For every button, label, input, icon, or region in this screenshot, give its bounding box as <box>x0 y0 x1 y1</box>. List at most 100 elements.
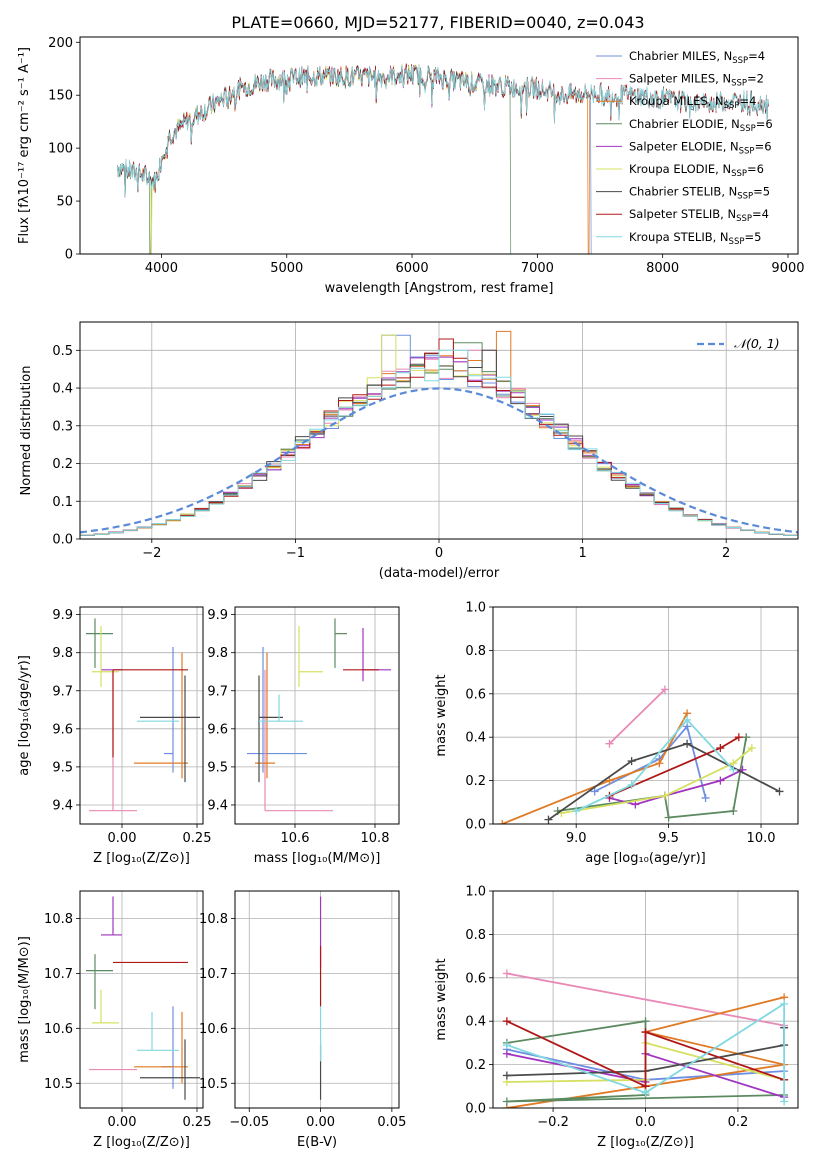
y-tick-label: 9.7 <box>52 684 73 699</box>
y-axis-label: Normed distribution <box>19 366 34 496</box>
y-tick-label: 10.7 <box>44 967 73 982</box>
x-tick-label: 0.00 <box>108 1115 137 1130</box>
y-tick-label: 10.7 <box>199 967 228 982</box>
weight-marker <box>780 999 789 1008</box>
weight-line <box>506 1020 785 1088</box>
residual-histograms <box>80 330 798 536</box>
histogram-series <box>80 349 798 536</box>
axes-mass_vs_Z: 0.00 0.25 10.5 10.6 10.7 10.8 Z [log₁₀(Z/Z⊙)] m… <box>17 891 211 1150</box>
weight-marker <box>502 1097 511 1106</box>
y-tick-label: 10.6 <box>44 1022 73 1037</box>
x-tick-label: 2 <box>722 546 730 561</box>
histogram-series <box>80 338 798 536</box>
spectrum-series <box>117 64 770 198</box>
y-axis-label: age [log₁₀(age/yr)] <box>17 655 32 776</box>
axes-weight_vs_Z: −0.2 0.0 0.2 0.0 0.2 0.4 0.6 0.8 1.0 Z [log₁₀(Z/Z… <box>434 885 798 1150</box>
weight-marker <box>775 787 784 796</box>
errorbar-point <box>92 626 119 687</box>
x-axis-label: mass [log₁₀(M/M⊙)] <box>254 851 381 866</box>
y-axis-label: mass weight <box>434 674 449 756</box>
age_vs_Z-points <box>86 618 200 812</box>
y-tick-label: 1.0 <box>465 885 486 900</box>
y-tick-label: 9.5 <box>207 760 228 775</box>
y-tick-label: 0.8 <box>465 644 486 659</box>
y-tick-label: 9.4 <box>207 798 228 813</box>
age_vs_mass-points <box>247 618 391 812</box>
x-tick-label: 5000 <box>270 261 303 276</box>
y-tick-label: 0.6 <box>465 687 486 702</box>
legend-label: Kroupa STELIB, NSSP=5 <box>629 230 761 247</box>
weight-marker <box>641 1017 650 1026</box>
weight-marker <box>502 969 511 978</box>
weight-marker <box>660 685 669 694</box>
y-tick-label: 0.3 <box>52 419 73 434</box>
weight-series <box>502 1017 789 1091</box>
y-tick-label: 9.8 <box>207 646 228 661</box>
errorbar-point <box>161 1006 174 1089</box>
y-tick-label: 100 <box>48 142 73 157</box>
weight-marker <box>742 733 751 742</box>
x-tick-label: 0.25 <box>183 1115 212 1130</box>
x-tick-label: 0.0 <box>635 1115 656 1130</box>
weight-line <box>575 718 734 812</box>
x-tick-label: 10.0 <box>747 831 776 846</box>
x-tick-label: 0 <box>435 546 443 561</box>
x-axis-label: wavelength [Angstrom, rest frame] <box>325 281 554 296</box>
errorbar-point <box>140 675 200 783</box>
weight-series <box>605 685 669 748</box>
spectrum-lines <box>117 63 770 254</box>
errorbar-point <box>112 669 188 758</box>
x-tick-label: 0.00 <box>306 1115 335 1130</box>
x-tick-label: 4000 <box>145 261 178 276</box>
errorbar-point <box>134 1011 188 1084</box>
errorbar-point <box>140 1039 200 1100</box>
weight-marker <box>605 776 614 785</box>
x-tick-label: 0.25 <box>183 831 212 846</box>
weight-marker <box>716 776 725 785</box>
x-tick-label: 0.05 <box>377 1115 406 1130</box>
weight-series <box>557 744 756 818</box>
weight_vs_age-lines <box>498 685 784 824</box>
weight-marker <box>627 780 636 789</box>
errorbar-point <box>259 694 303 722</box>
legend-label: Chabrier STELIB, NSSP=5 <box>629 185 770 202</box>
axes-age_vs_Z: 0.00 0.25 9.4 9.5 9.6 9.7 9.8 9.9 Z [log₁₀(Z/Z⊙)… <box>17 607 211 866</box>
weight-marker <box>502 1049 511 1058</box>
weight-marker <box>747 744 756 753</box>
weight-marker <box>502 1071 511 1080</box>
axes-frame-mass_vs_ebv <box>234 890 400 1109</box>
x-tick-label: −2 <box>142 546 161 561</box>
y-axis-label: mass weight <box>434 958 449 1040</box>
errorbar-point <box>92 989 119 1024</box>
y-tick-label: 0.2 <box>52 457 73 472</box>
y-axis-label: mass [log₁₀(M/M⊙)] <box>17 936 32 1063</box>
y-tick-label: 1.0 <box>465 601 486 616</box>
y-tick-label: 9.4 <box>52 798 73 813</box>
weight-line <box>506 972 785 1027</box>
weight-series <box>498 709 692 824</box>
y-tick-label: 9.6 <box>52 722 73 737</box>
weight-marker <box>590 787 599 796</box>
y-tick-label: 10.8 <box>44 912 73 927</box>
y-tick-label: 10.5 <box>44 1077 73 1092</box>
weight-marker <box>641 1028 650 1037</box>
weight-marker <box>641 1088 650 1097</box>
spectrum-series <box>117 64 592 197</box>
weight-marker <box>631 800 640 809</box>
errorbar-point <box>101 896 122 936</box>
axes-frame-weight_vs_age <box>492 606 799 825</box>
y-tick-label: 0.4 <box>465 1015 486 1030</box>
x-tick-label: 10.8 <box>361 831 390 846</box>
weight-marker <box>572 806 581 815</box>
errorbar-point <box>255 652 275 779</box>
legend-label: 𝒩(0, 1) <box>734 336 780 351</box>
weight-line <box>608 688 666 745</box>
x-tick-label: 0.2 <box>728 1115 749 1130</box>
y-axis-label: Flux [fλ10⁻¹⁷ erg cm⁻² s⁻¹ A⁻¹] <box>17 47 32 244</box>
axes-spectrum: 4000 5000 6000 7000 8000 9000 0 50 100 150 200 wave… <box>17 36 805 296</box>
weight-marker <box>498 820 507 824</box>
weight-marker <box>701 793 710 802</box>
weight-marker <box>544 815 553 824</box>
y-tick-label: 9.9 <box>52 608 73 623</box>
